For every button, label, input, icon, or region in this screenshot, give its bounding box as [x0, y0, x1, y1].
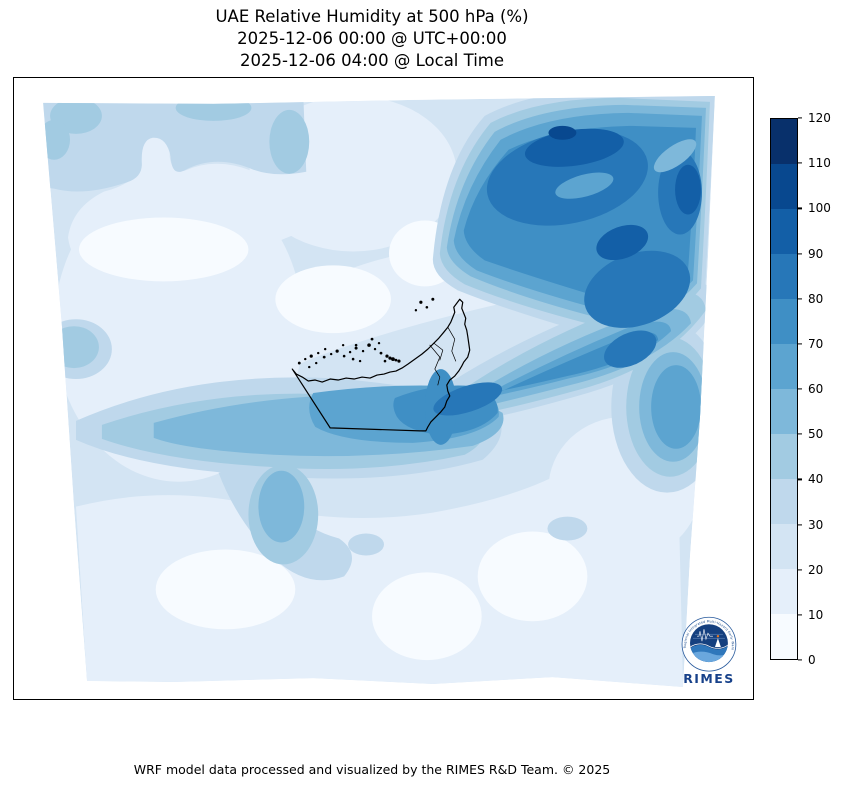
colorbar	[770, 118, 798, 660]
contour-highlight-patches	[555, 139, 697, 199]
colorbar-segment	[771, 254, 797, 299]
colorbar-segment	[771, 389, 797, 434]
chart-title: UAE Relative Humidity at 500 hPa (%)	[215, 7, 529, 26]
colorbar-tick-label: 80	[798, 293, 823, 305]
logo-acronym: RIMES	[683, 671, 735, 686]
colorbar-segment	[771, 479, 797, 524]
colorbar-tick-label: 90	[798, 248, 823, 260]
colorbar-tick-label: 20	[798, 564, 823, 576]
colorbar-tick-label: 70	[798, 338, 823, 350]
uae-boundary	[291, 298, 471, 432]
contour-level-90-100	[524, 128, 701, 261]
rimes-logo: Regional Integrated Multi-Hazard Early W…	[681, 616, 737, 686]
contour-fill-layers	[43, 95, 715, 688]
colorbar-segment	[771, 614, 797, 659]
island-dots	[297, 297, 435, 369]
lighthouse-icon	[714, 638, 721, 648]
colorbar-ticks: 0 10 20 30 40 50 60 70 80 90 100 110 120	[798, 112, 844, 666]
contour-level-100-110	[548, 125, 577, 140]
colorbar-tick-label: 40	[798, 473, 823, 485]
colorbar-tick-label: 120	[798, 112, 831, 124]
credit-text: WRF model data processed and visualized …	[133, 762, 611, 777]
colorbar-tick-label: 110	[798, 157, 831, 169]
colorbar-tick-label: 10	[798, 609, 823, 621]
colorbar-tick-label: 60	[798, 383, 823, 395]
colorbar-segment	[771, 119, 797, 164]
colorbar-segment	[771, 434, 797, 479]
colorbar-segment	[771, 569, 797, 614]
colorbar-segment	[771, 344, 797, 389]
title-block: UAE Relative Humidity at 500 hPa (%) 202…	[13, 6, 731, 72]
subtitle-utc: 2025-12-06 00:00 @ UTC+00:00	[237, 29, 507, 48]
colorbar-tick-label: 0	[798, 654, 816, 666]
subtitle-local: 2025-12-06 04:00 @ Local Time	[239, 51, 505, 70]
colorbar-tick-label: 100	[798, 202, 831, 214]
colorbar-segment	[771, 299, 797, 344]
colorbar-segment	[771, 164, 797, 209]
seismograph-icon	[696, 629, 713, 642]
colorbar-tick-label: 30	[798, 519, 823, 531]
colorbar-segment	[771, 209, 797, 254]
colorbar-tick-label: 50	[798, 428, 823, 440]
humidity-contour-map: Regional Integrated Multi-Hazard Early W…	[43, 95, 737, 688]
colorbar-segment	[771, 524, 797, 569]
map-axes: Regional Integrated Multi-Hazard Early W…	[13, 77, 754, 700]
